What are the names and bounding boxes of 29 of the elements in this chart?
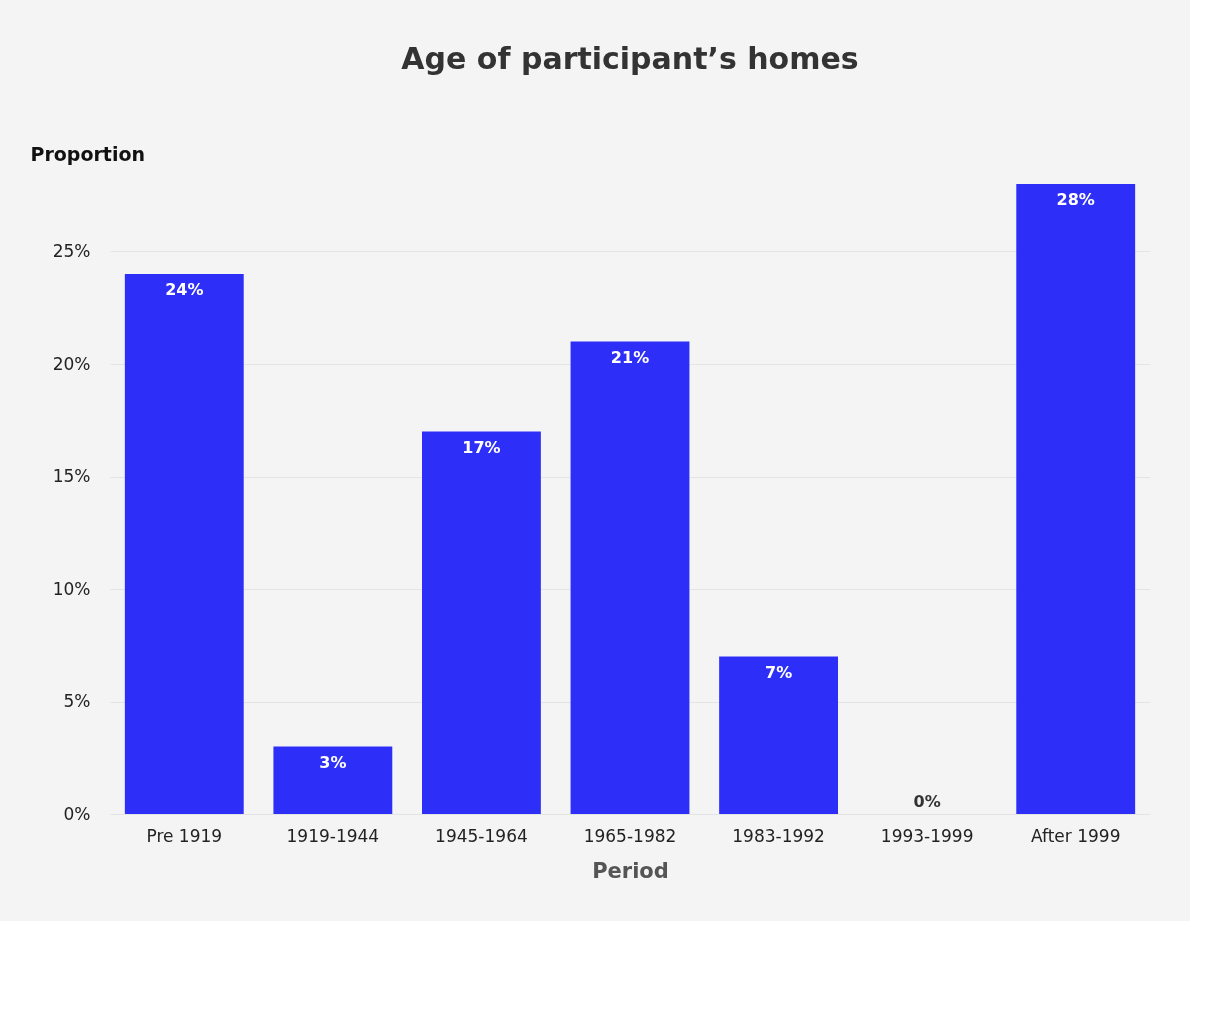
x-tick-label: 1965-1982 xyxy=(583,825,677,846)
data-label: 17% xyxy=(462,437,501,457)
x-axis-title: Period xyxy=(592,858,669,883)
bar xyxy=(422,431,541,814)
x-tick-label: Pre 1919 xyxy=(146,825,223,846)
data-label: 0% xyxy=(913,792,941,811)
bar xyxy=(1016,184,1136,814)
data-label: 24% xyxy=(165,280,204,299)
data-label: 28% xyxy=(1056,190,1095,209)
x-tick-label: After 1999 xyxy=(1030,825,1121,846)
chart-title: Age of participant’s homes xyxy=(401,41,859,76)
data-label: 3% xyxy=(319,752,347,772)
x-tick-label: 1919-1944 xyxy=(286,825,380,846)
data-label: 7% xyxy=(764,662,793,682)
bar xyxy=(570,341,690,814)
bar xyxy=(273,746,393,814)
x-tick-label: 1993-1999 xyxy=(880,825,974,846)
y-tick-label: 0% xyxy=(63,803,91,824)
y-axis-title: Proportion xyxy=(30,142,146,165)
x-tick-label: 1945-1964 xyxy=(435,825,528,846)
x-tick-label: 1983-1992 xyxy=(732,825,825,846)
y-tick-label: 20% xyxy=(52,353,91,374)
data-label: 21% xyxy=(610,347,650,367)
bar xyxy=(719,656,838,814)
y-tick-label: 15% xyxy=(52,466,91,486)
bar xyxy=(124,274,244,814)
y-tick-label: 5% xyxy=(63,691,91,711)
y-tick-label: 10% xyxy=(52,578,91,599)
y-tick-label: 25% xyxy=(52,241,91,261)
